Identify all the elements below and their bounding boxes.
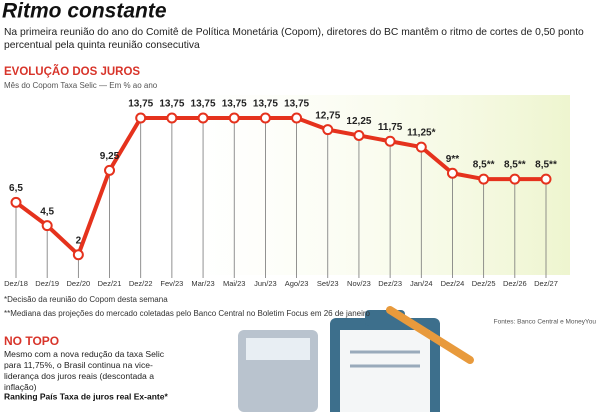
subtitle: Na primeira reunião do ano do Comitê de …	[4, 27, 584, 51]
x-tick-label: Mar/23	[191, 279, 214, 288]
marker	[228, 112, 240, 124]
marker	[446, 167, 458, 179]
x-tick-label: Ago/23	[285, 279, 309, 288]
x-tick-label: Dez/20	[66, 279, 90, 288]
marker	[10, 196, 22, 208]
marker	[41, 220, 53, 232]
value-label: 8,5**	[535, 160, 557, 171]
x-tick-label: Jun/23	[254, 279, 277, 288]
x-tick-label: Mai/23	[223, 279, 246, 288]
marker	[259, 112, 271, 124]
marker	[478, 173, 490, 185]
calculator-display	[246, 338, 310, 360]
value-label: 13,75	[191, 99, 216, 110]
marker	[509, 173, 521, 185]
marker	[415, 141, 427, 153]
value-label: 13,75	[284, 99, 309, 110]
value-label: 8,5**	[473, 160, 495, 171]
x-tick-label: Nov/23	[347, 279, 371, 288]
title: Ritmo constante	[2, 0, 167, 23]
marker	[540, 173, 552, 185]
marker	[135, 112, 147, 124]
marker	[197, 112, 209, 124]
marker	[104, 164, 116, 176]
x-tick-label: Jan/24	[410, 279, 433, 288]
marker	[384, 135, 396, 147]
value-label: 8,5**	[504, 160, 526, 171]
value-label: 11,25*	[407, 128, 435, 139]
x-tick-label: Dez/23	[378, 279, 402, 288]
section-text: Mesmo com a nova redução da taxa Selic p…	[4, 349, 165, 392]
x-tick-label: Dez/24	[441, 279, 465, 288]
illustration	[238, 306, 474, 412]
value-label: 11,75	[378, 122, 403, 133]
background	[180, 95, 570, 275]
value-label: 13,75	[222, 99, 247, 110]
value-label: 6,5	[9, 183, 23, 194]
value-label: 12,75	[315, 110, 340, 121]
marker	[322, 124, 334, 136]
note: **Mediana das projeções do mercado colet…	[4, 309, 371, 318]
value-label: 9**	[446, 154, 459, 165]
paper	[340, 330, 430, 412]
chart-subtitle: Mês do Copom Taxa Selic — Em % ao ano	[4, 81, 158, 90]
value-label: 12,25	[346, 116, 371, 127]
pencil	[386, 306, 474, 364]
table-header: Ranking País Taxa de juros real Ex-ante*	[4, 391, 168, 401]
x-tick-label: Dez/22	[129, 279, 153, 288]
value-label: 13,75	[128, 99, 153, 110]
x-tick-label: Fev/23	[160, 279, 183, 288]
value-label: 2	[76, 235, 82, 246]
marker	[166, 112, 178, 124]
marker	[72, 249, 84, 261]
section-title: NO TOPO	[4, 334, 59, 348]
chart-title: EVOLUÇÃO DOS JUROS	[4, 65, 140, 78]
source: Fontes: Banco Central e MoneyYou	[494, 319, 597, 326]
marker	[291, 112, 303, 124]
x-tick-label: Dez/27	[534, 279, 558, 288]
x-tick-label: Dez/18	[4, 279, 28, 288]
note: *Decisão da reunião do Copom desta seman…	[4, 295, 168, 304]
x-tick-label: Dez/25	[472, 279, 496, 288]
value-label: 13,75	[253, 99, 278, 110]
value-label: 4,5	[40, 206, 54, 217]
marker	[353, 129, 365, 141]
value-label: 9,25	[100, 151, 120, 162]
x-tick-label: Dez/19	[35, 279, 59, 288]
x-tick-label: Set/23	[317, 279, 339, 288]
x-tick-label: Dez/21	[98, 279, 122, 288]
x-tick-label: Dez/26	[503, 279, 527, 288]
value-label: 13,75	[159, 99, 184, 110]
plot: Dez/18 Dez/19 Dez/20 Dez/21 Dez/22 Fev/23 Mar/…	[4, 99, 558, 288]
